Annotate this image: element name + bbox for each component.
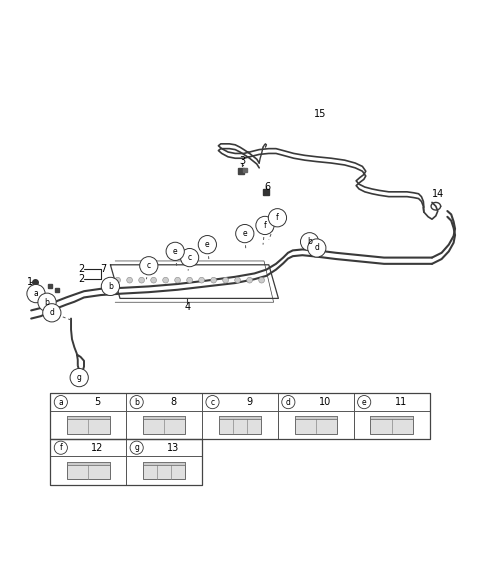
Text: e: e (242, 229, 247, 238)
Circle shape (38, 293, 56, 311)
Circle shape (308, 239, 326, 257)
Circle shape (199, 277, 204, 283)
Circle shape (151, 277, 156, 283)
Circle shape (180, 248, 199, 267)
Bar (50, 439, 126, 485)
Text: c: c (210, 398, 215, 407)
Circle shape (211, 277, 216, 283)
Text: 8: 8 (170, 397, 176, 407)
Circle shape (247, 277, 252, 283)
Bar (50, 439, 202, 485)
Text: 2: 2 (78, 264, 85, 274)
Text: c: c (147, 261, 151, 270)
FancyBboxPatch shape (371, 416, 413, 419)
Text: a: a (59, 398, 63, 407)
Text: c: c (188, 253, 192, 262)
Circle shape (236, 224, 254, 243)
Circle shape (206, 395, 219, 409)
Circle shape (268, 208, 287, 227)
Circle shape (256, 216, 274, 235)
Circle shape (259, 277, 264, 283)
Circle shape (163, 277, 168, 283)
FancyBboxPatch shape (219, 416, 261, 434)
Text: d: d (314, 244, 319, 253)
Circle shape (130, 441, 143, 454)
Text: 6: 6 (265, 182, 271, 192)
Circle shape (101, 277, 120, 295)
FancyBboxPatch shape (67, 462, 109, 465)
Circle shape (140, 257, 158, 275)
Circle shape (166, 242, 184, 261)
Circle shape (300, 233, 319, 251)
FancyBboxPatch shape (295, 416, 337, 419)
Text: 3: 3 (240, 156, 245, 166)
Text: e: e (205, 240, 210, 249)
Text: d: d (286, 398, 291, 407)
Circle shape (70, 369, 88, 387)
Circle shape (139, 277, 144, 283)
Circle shape (235, 277, 240, 283)
Bar (50, 394, 430, 439)
Text: b: b (108, 282, 113, 291)
Text: b: b (307, 237, 312, 247)
Text: e: e (173, 247, 178, 256)
FancyBboxPatch shape (219, 416, 261, 419)
FancyBboxPatch shape (67, 416, 109, 434)
Circle shape (127, 277, 132, 283)
FancyBboxPatch shape (67, 462, 109, 479)
Text: 12: 12 (91, 442, 104, 453)
Bar (50, 394, 126, 439)
Circle shape (54, 395, 67, 409)
Text: g: g (134, 443, 139, 452)
FancyBboxPatch shape (143, 416, 185, 419)
Bar (202, 394, 278, 439)
Text: a: a (34, 289, 38, 298)
Text: 5: 5 (94, 397, 100, 407)
Circle shape (187, 277, 192, 283)
Circle shape (130, 395, 143, 409)
Bar (126, 394, 202, 439)
Text: 7: 7 (100, 264, 107, 274)
Circle shape (43, 304, 61, 322)
Text: f: f (264, 221, 266, 230)
FancyBboxPatch shape (67, 416, 109, 419)
Circle shape (198, 236, 216, 254)
Circle shape (115, 277, 120, 283)
FancyBboxPatch shape (143, 462, 185, 479)
Text: 13: 13 (167, 442, 180, 453)
Circle shape (27, 285, 45, 303)
Text: b: b (134, 398, 139, 407)
FancyBboxPatch shape (371, 416, 413, 434)
Text: 2: 2 (78, 274, 85, 284)
Text: 10: 10 (319, 397, 331, 407)
Circle shape (54, 441, 67, 454)
Circle shape (223, 277, 228, 283)
Text: d: d (49, 308, 54, 318)
Circle shape (175, 277, 180, 283)
Bar (278, 394, 354, 439)
Text: 11: 11 (395, 397, 407, 407)
Text: b: b (45, 298, 49, 307)
Circle shape (282, 395, 295, 409)
Text: 1: 1 (27, 277, 33, 287)
Text: 15: 15 (314, 108, 327, 119)
FancyBboxPatch shape (143, 416, 185, 434)
Bar (126, 439, 202, 485)
Text: 4: 4 (184, 302, 190, 312)
Text: g: g (77, 373, 82, 382)
FancyBboxPatch shape (295, 416, 337, 434)
Text: 14: 14 (432, 189, 444, 199)
FancyBboxPatch shape (143, 462, 185, 465)
Text: f: f (60, 443, 62, 452)
Text: e: e (362, 398, 367, 407)
Text: 9: 9 (246, 397, 252, 407)
Circle shape (358, 395, 371, 409)
Text: f: f (276, 213, 279, 222)
Bar (354, 394, 430, 439)
